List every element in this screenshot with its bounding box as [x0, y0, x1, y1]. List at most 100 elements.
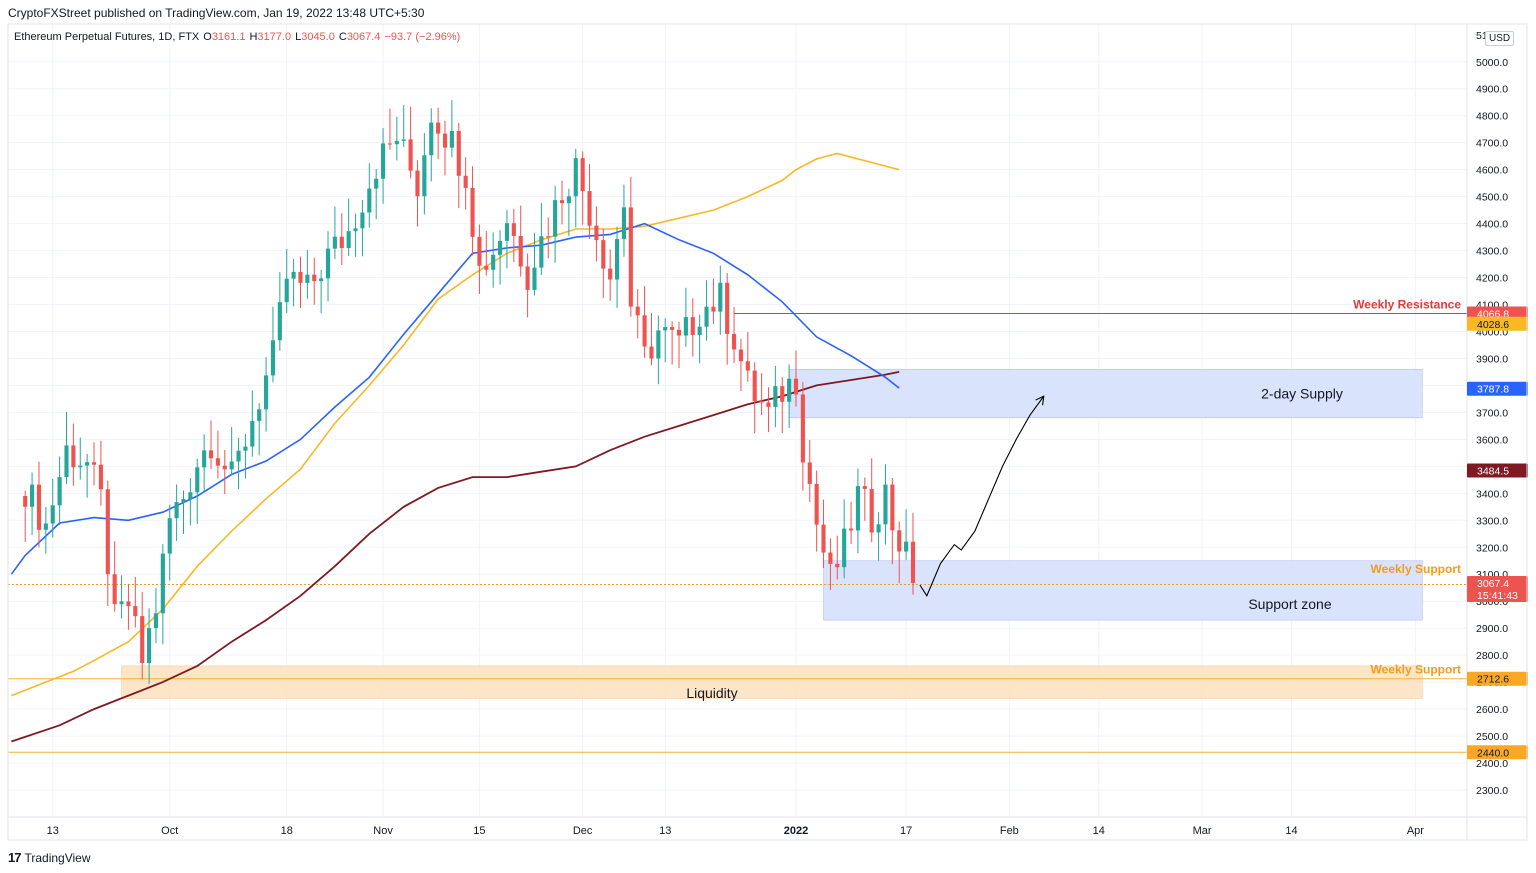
candle-body[interactable]	[449, 130, 454, 148]
candle-body[interactable]	[181, 499, 186, 503]
candle-body[interactable]	[725, 282, 730, 334]
candle-body[interactable]	[711, 306, 716, 312]
candle-body[interactable]	[752, 370, 757, 402]
candle-body[interactable]	[36, 484, 42, 530]
candle-body[interactable]	[174, 502, 179, 519]
candle-body[interactable]	[897, 530, 902, 552]
candle-body[interactable]	[319, 278, 324, 282]
candle-body[interactable]	[50, 505, 55, 524]
candle-body[interactable]	[835, 563, 840, 568]
candle-body[interactable]	[374, 178, 379, 189]
candle-body[interactable]	[85, 462, 90, 466]
currency-selector[interactable]: USD	[1485, 31, 1515, 46]
candle-body[interactable]	[848, 528, 854, 531]
candle-body[interactable]	[683, 317, 688, 336]
candle-body[interactable]	[305, 274, 310, 283]
candle-body[interactable]	[773, 386, 778, 407]
candle-body[interactable]	[325, 248, 331, 279]
candle-body[interactable]	[57, 477, 62, 506]
candle-body[interactable]	[167, 518, 172, 554]
candle-body[interactable]	[147, 628, 152, 664]
candle-body[interactable]	[463, 175, 468, 188]
candle-body[interactable]	[112, 574, 117, 605]
candle-body[interactable]	[793, 378, 799, 395]
candle-body[interactable]	[821, 524, 826, 553]
candle-body[interactable]	[250, 420, 255, 447]
candle-body[interactable]	[470, 187, 475, 237]
candle-body[interactable]	[663, 327, 668, 331]
candle-body[interactable]	[614, 239, 620, 280]
candle-body[interactable]	[608, 268, 613, 280]
ma100-line[interactable]	[11, 152, 900, 697]
candle-body[interactable]	[284, 278, 289, 303]
candle-body[interactable]	[904, 541, 909, 552]
candle-body[interactable]	[883, 484, 888, 525]
candle-body[interactable]	[766, 402, 771, 407]
weekly-support-2-tag[interactable]: 2712.6	[1477, 674, 1509, 686]
candle-body[interactable]	[422, 155, 427, 197]
candle-body[interactable]	[587, 191, 592, 226]
candle-body[interactable]	[91, 462, 97, 465]
candle-body[interactable]	[910, 541, 916, 584]
candle-body[interactable]	[401, 139, 406, 141]
candle-body[interactable]	[270, 340, 276, 376]
candle-body[interactable]	[656, 330, 661, 359]
projection-path[interactable]	[919, 395, 1045, 597]
candle-body[interactable]	[759, 401, 764, 403]
candle-body[interactable]	[594, 225, 599, 241]
candle-body[interactable]	[676, 329, 682, 336]
candle-body[interactable]	[153, 613, 159, 629]
candle-body[interactable]	[360, 212, 365, 229]
candle-body[interactable]	[98, 464, 103, 490]
candle-body[interactable]	[23, 496, 28, 507]
candle-body[interactable]	[346, 231, 351, 248]
candle-body[interactable]	[745, 361, 750, 371]
candle-body[interactable]	[160, 553, 165, 614]
candle-body[interactable]	[518, 235, 523, 267]
candle-body[interactable]	[394, 140, 399, 145]
candle-body[interactable]	[855, 486, 861, 531]
candle-body[interactable]	[731, 333, 737, 350]
candle-body[interactable]	[436, 122, 441, 134]
candle-body[interactable]	[353, 228, 358, 232]
ma200-tag[interactable]: 3484.5	[1477, 466, 1509, 478]
candle-body[interactable]	[71, 445, 76, 468]
candle-body[interactable]	[862, 486, 867, 489]
candle-body[interactable]	[511, 223, 516, 236]
candle-body[interactable]	[890, 484, 895, 531]
candle-body[interactable]	[539, 236, 544, 268]
candle-body[interactable]	[381, 143, 386, 179]
candle-body[interactable]	[126, 601, 131, 607]
candle-body[interactable]	[332, 236, 337, 249]
candle-body[interactable]	[553, 200, 558, 237]
candle-body[interactable]	[532, 267, 537, 290]
candle-body[interactable]	[195, 467, 200, 493]
candle-body[interactable]	[339, 236, 344, 248]
candle-body[interactable]	[105, 489, 110, 575]
candle-body[interactable]	[264, 375, 269, 410]
candle-body[interactable]	[649, 346, 654, 359]
candle-body[interactable]	[621, 207, 627, 240]
candle-body[interactable]	[800, 394, 805, 463]
candle-body[interactable]	[842, 528, 847, 568]
candle-body[interactable]	[387, 143, 393, 145]
candle-body[interactable]	[298, 271, 303, 283]
footer-brand[interactable]: TradingView	[24, 850, 91, 865]
candle-body[interactable]	[525, 266, 530, 290]
candle-body[interactable]	[546, 236, 551, 238]
candle-body[interactable]	[601, 240, 606, 269]
candle-body[interactable]	[78, 465, 83, 468]
candle-body[interactable]	[202, 450, 207, 468]
candle-body[interactable]	[718, 282, 723, 312]
candle-body[interactable]	[814, 483, 819, 525]
candle-body[interactable]	[670, 327, 675, 330]
candle-body[interactable]	[738, 349, 744, 362]
candle-body[interactable]	[291, 271, 296, 279]
candle-body[interactable]	[628, 207, 633, 307]
candle-body[interactable]	[442, 133, 448, 148]
ma100-tag[interactable]: 4028.6	[1477, 319, 1509, 331]
candle-body[interactable]	[408, 139, 413, 171]
candle-body[interactable]	[697, 326, 702, 335]
candle-body[interactable]	[236, 450, 241, 462]
